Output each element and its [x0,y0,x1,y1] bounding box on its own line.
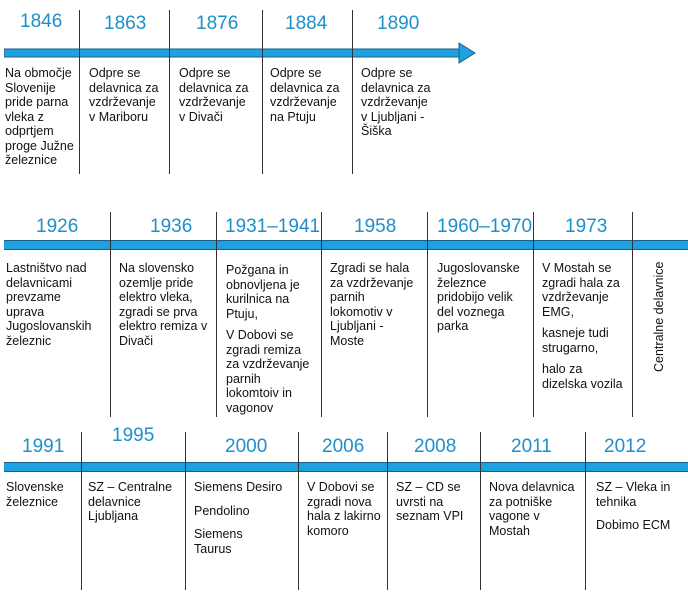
event-year: 2006 [322,436,365,457]
event-description: Odpre se delavnica za vzdrževanje v Mari… [89,66,159,124]
separator [387,432,388,590]
separator [427,212,428,417]
event-year: 1884 [285,13,328,34]
event-year: 1991 [22,436,65,457]
event-description: Slovenske železnice [6,480,64,509]
event-description: Na območje Slovenije pride parna vleka z… [5,66,74,167]
separator [216,212,217,417]
event-description: V Dobovi se zgradi nova hala z lakirno k… [307,480,381,538]
event-year: 1863 [104,13,147,34]
event-year: 1931–1941 [225,216,321,237]
event-year: 1876 [196,13,239,34]
event-year: 2011 [511,436,552,457]
separator [632,212,633,417]
event-year: 1890 [377,13,420,34]
event-year: 1958 [354,216,397,237]
event-description: Odpre se delavnica za vzdrževanje v Diva… [179,66,249,124]
event-year: 1926 [36,216,79,237]
event-year: 1973 [565,216,608,237]
event-description: Lastništvo nad delavnicami prevzame upra… [6,261,92,348]
event-description: Požgana in obnovljena je kurilnica na Pt… [226,263,310,415]
event-year: 1960–1970 [437,216,533,237]
event-description: Zgradi se hala za vzdrževanje parnih lok… [330,261,414,348]
event-description: Odpre se delavnica za vzdrževanje na Ptu… [270,66,340,124]
separator [321,212,322,417]
timeline-arrow [4,42,476,64]
separator [81,432,82,590]
separator [185,432,186,590]
separator [533,212,534,417]
event-year: 2000 [225,436,268,457]
event-description: SZ – CD se uvrsti na seznam VPI [396,480,464,523]
separator [352,10,353,174]
event-year: 1995 [112,425,155,446]
event-description: SZ – Centralne delavnice Ljubljana [88,480,173,523]
event-description: Jugoslovanske železnce pridobijo velik d… [437,261,520,333]
event-year: 2012 [604,436,647,457]
event-description: Nova delavnica za potniške vagone v Most… [489,480,575,538]
event-description: Siemens Desiro Pendolino Siemens Taurus [194,480,283,556]
event-description: V Mostah se zgradi hala za vzdrževanje E… [542,261,623,391]
separator [169,10,170,174]
event-description: Odpre se delavnica za vzdrževanje v Ljub… [361,66,431,138]
event-year: 2008 [414,436,457,457]
event-description: Na slovensko ozemlje pride elektro vleka… [119,261,208,348]
timeline-band [4,462,688,472]
event-year: 1846 [20,11,63,32]
separator [585,432,586,590]
timeline-band [4,240,688,250]
event-year: 1936 [150,216,193,237]
vertical-label: Centralne delavnice [652,261,666,373]
event-description: SZ – Vleka in tehnika Dobimo ECM [596,480,671,532]
separator [298,432,299,590]
separator [262,10,263,174]
separator [480,432,481,590]
separator [79,10,80,174]
separator [110,212,111,417]
